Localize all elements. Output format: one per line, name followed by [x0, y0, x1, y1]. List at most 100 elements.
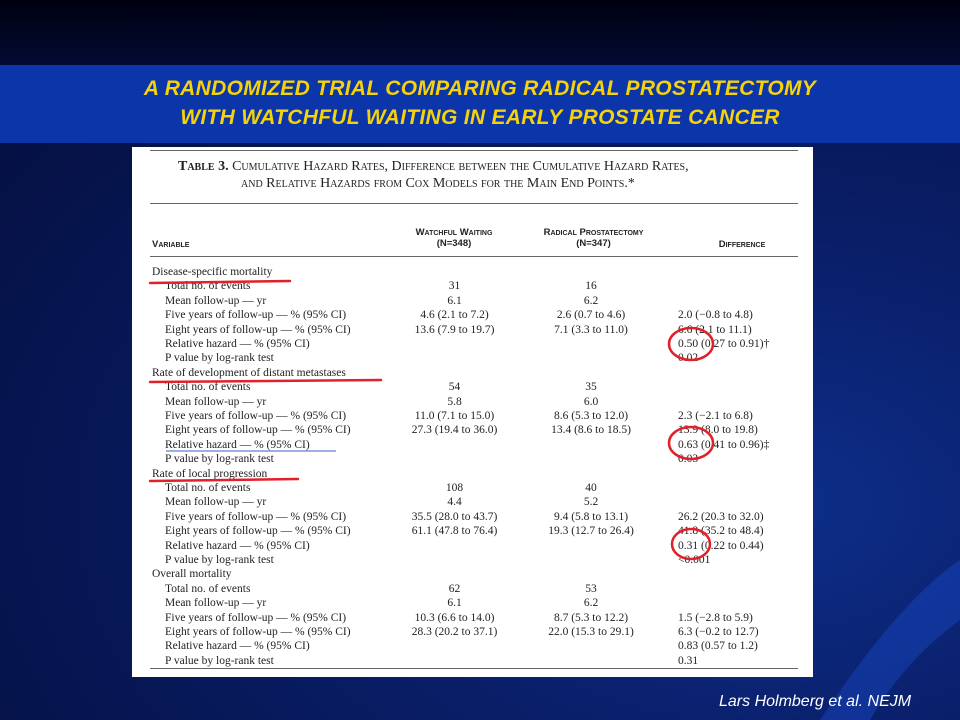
- column-header-radical-prostatectomy: Radical Prostatectomy (N=347): [526, 227, 661, 249]
- row-label: Total no. of events: [165, 280, 251, 293]
- table-row: Total no. of events 54 35: [132, 380, 813, 394]
- title-band: [0, 65, 960, 143]
- radical-prostatectomy-value: 6.2: [583, 597, 599, 610]
- row-label: Mean follow-up — yr: [165, 496, 267, 509]
- row-label: Eight years of follow-up — % (95% CI): [165, 626, 351, 638]
- watchful-waiting-n: (N=348): [436, 238, 472, 249]
- table-section-row: Rate of local progression: [132, 467, 813, 481]
- row-label: Rate of local progression: [152, 467, 268, 480]
- table-section-row: Disease-specific mortality: [132, 265, 813, 279]
- watchful-waiting-value: 28.3 (20.2 to 37.1): [411, 626, 498, 638]
- difference-value: 0.83 (0.57 to 1.2): [678, 640, 758, 653]
- table-row: P value by log-rank test 0.02: [132, 351, 813, 365]
- table-caption-label: Table 3.: [178, 159, 229, 174]
- watchful-waiting-value: 61.1 (47.8 to 76.4): [411, 525, 498, 538]
- table-row: Eight years of follow-up — % (95% CI) 27.…: [132, 423, 813, 437]
- radical-prostatectomy-value: 35: [585, 381, 597, 394]
- table-row: Mean follow-up — yr 6.1 6.2: [132, 596, 813, 610]
- radical-prostatectomy-value: 6.0: [583, 395, 599, 408]
- row-label: Relative hazard — % (95% CI): [165, 640, 310, 653]
- table-row: Total no. of events 108 40: [132, 481, 813, 495]
- table-document: Table 3. Cumulative Hazard Rates, Differ…: [132, 147, 813, 677]
- row-label: Mean follow-up — yr: [165, 597, 267, 610]
- watchful-waiting-value: 27.3 (19.4 to 36.0): [411, 424, 498, 437]
- radical-prostatectomy-value: 9.4 (5.8 to 13.1): [553, 510, 629, 523]
- table-row: Eight years of follow-up — % (95% CI) 28.…: [132, 625, 813, 639]
- table-row: P value by log-rank test 0.31: [132, 654, 813, 668]
- row-label: Overall mortality: [152, 568, 232, 581]
- watchful-waiting-value: 13.6 (7.9 to 19.7): [414, 323, 495, 336]
- difference-value: 0.02: [678, 352, 699, 365]
- table-row: Relative hazard — % (95% CI) 0.83 (0.57 t…: [132, 639, 813, 653]
- table-section-row: Rate of development of distant metastase…: [132, 366, 813, 380]
- top-dark-bar: [0, 0, 960, 65]
- row-label: Relative hazard — % (95% CI): [165, 338, 310, 350]
- radical-prostatectomy-value: 8.7 (5.3 to 12.2): [553, 611, 629, 624]
- watchful-waiting-value: 62: [448, 582, 461, 595]
- table-row: Total no. of events 62 53: [132, 582, 813, 596]
- watchful-waiting-value: 108: [445, 482, 464, 494]
- table-row: P value by log-rank test 0.03: [132, 452, 813, 466]
- row-label: Rate of development of distant metastase…: [152, 366, 346, 379]
- radical-prostatectomy-value: 16: [585, 280, 597, 293]
- radical-prostatectomy-n: (N=347): [576, 238, 611, 249]
- row-label: Five years of follow-up — % (95% CI): [165, 510, 347, 523]
- difference-value: 1.5 (−2.8 to 5.9): [678, 611, 753, 624]
- table-row: Eight years of follow-up — % (95% CI) 13.…: [132, 323, 813, 337]
- table-row: P value by log-rank test <0.001: [132, 553, 813, 567]
- watchful-waiting-value: 10.3 (6.6 to 14.0): [414, 611, 495, 624]
- difference-value: <0.001: [678, 554, 711, 566]
- row-label: P value by log-rank test: [165, 352, 274, 365]
- radical-prostatectomy-value: 40: [585, 482, 597, 494]
- row-label: Five years of follow-up — % (95% CI): [165, 410, 347, 422]
- column-header-variable: Variable: [152, 239, 190, 250]
- row-label: Five years of follow-up — % (95% CI): [165, 611, 347, 624]
- table-row: Total no. of events 31 16: [132, 279, 813, 293]
- difference-value: 0.63 (0.41 to 0.96)‡: [678, 438, 770, 451]
- row-label: Total no. of events: [165, 582, 251, 595]
- difference-value: 41.8 (35.2 to 48.4): [678, 525, 764, 538]
- row-label: Eight years of follow-up — % (95% CI): [165, 525, 351, 538]
- row-label: P value by log-rank test: [165, 453, 274, 466]
- radical-prostatectomy-value: 6.2: [583, 294, 599, 307]
- table-row: Eight years of follow-up — % (95% CI) 61.…: [132, 524, 813, 538]
- radical-prostatectomy-value: 2.6 (0.7 to 4.6): [556, 309, 626, 322]
- watchful-waiting-value: 4.6 (2.1 to 7.2): [420, 309, 489, 322]
- difference-value: 26.2 (20.3 to 32.0): [678, 510, 764, 523]
- difference-value: 0.31: [678, 654, 699, 667]
- top-rule: [150, 150, 798, 151]
- slide-title-line-2: WITH WATCHFUL WAITING IN EARLY PROSTATE …: [180, 106, 780, 129]
- column-header-watchful-waiting: Watchful Waiting (N=348): [394, 227, 514, 249]
- row-label: P value by log-rank test: [165, 554, 274, 566]
- radical-prostatectomy-value: 8.6 (5.3 to 12.0): [553, 410, 629, 422]
- row-label: Mean follow-up — yr: [165, 294, 267, 307]
- table-caption: Table 3. Cumulative Hazard Rates, Differ…: [178, 158, 798, 192]
- difference-value: 6.6 (2.1 to 11.1): [678, 323, 752, 336]
- watchful-waiting-value: 5.8: [447, 395, 462, 408]
- row-label: P value by log-rank test: [165, 654, 274, 667]
- row-label: Total no. of events: [165, 381, 251, 394]
- table-row: Five years of follow-up — % (95% CI) 11.0…: [132, 409, 813, 423]
- watchful-waiting-value: 35.5 (28.0 to 43.7): [411, 510, 498, 523]
- watchful-waiting-label: Watchful Waiting: [415, 227, 493, 238]
- radical-prostatectomy-value: 7.1 (3.3 to 11.0): [554, 323, 628, 336]
- watchful-waiting-value: 11.0 (7.1 to 15.0): [414, 410, 495, 422]
- watchful-waiting-value: 6.1: [447, 597, 462, 610]
- table-row: Five years of follow-up — % (95% CI) 35.5…: [132, 510, 813, 524]
- row-label: Relative hazard — % (95% CI): [165, 539, 310, 552]
- slide-title-line-1: A RANDOMIZED TRIAL COMPARING RADICAL PRO…: [143, 77, 817, 100]
- column-header-difference: Difference: [718, 239, 766, 250]
- table-caption-line-1: Cumulative Hazard Rates, Difference betw…: [232, 159, 689, 174]
- table-row: Relative hazard — % (95% CI) 0.31 (0.22 t…: [132, 539, 813, 553]
- row-label: Five years of follow-up — % (95% CI): [165, 309, 347, 322]
- caption-rule: [150, 203, 798, 204]
- bottom-rule: [150, 668, 798, 669]
- radical-prostatectomy-value: 53: [585, 582, 597, 595]
- watchful-waiting-value: 31: [448, 280, 461, 293]
- difference-value: 0.31 (0.22 to 0.44): [678, 539, 764, 552]
- table-row: Five years of follow-up — % (95% CI) 4.6 …: [132, 308, 813, 322]
- difference-value: 13.9 (8.0 to 19.8): [678, 424, 758, 437]
- radical-prostatectomy-value: 13.4 (8.6 to 18.5): [551, 424, 631, 437]
- row-label: Relative hazard — % (95% CI): [165, 438, 310, 451]
- radical-prostatectomy-value: 5.2: [583, 496, 599, 509]
